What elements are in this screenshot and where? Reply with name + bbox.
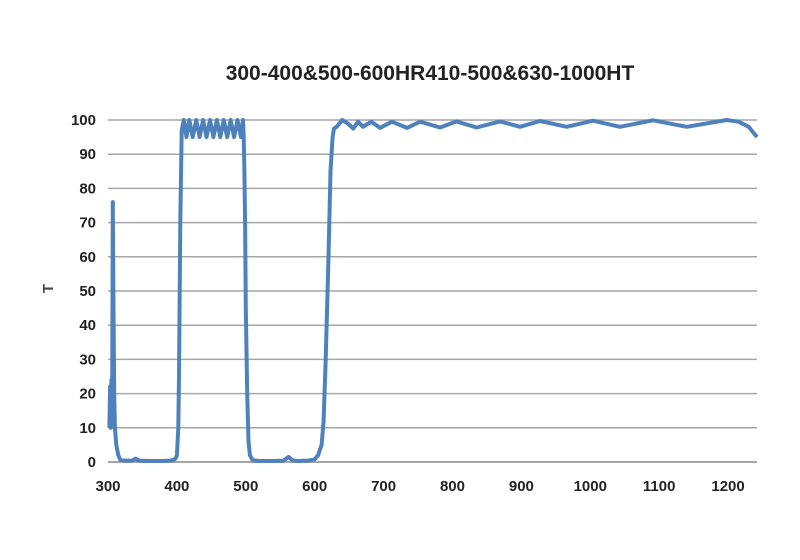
x-tick-label: 500 xyxy=(233,478,258,495)
x-tick-label: 1000 xyxy=(574,478,607,495)
y-tick-label: 60 xyxy=(79,249,96,266)
y-tick-label: 30 xyxy=(79,351,96,368)
x-tick-label: 900 xyxy=(509,478,534,495)
x-tick-label: 1200 xyxy=(711,478,744,495)
x-tick-label: 800 xyxy=(440,478,465,495)
y-tick-label: 20 xyxy=(79,386,96,403)
x-tick-label: 400 xyxy=(164,478,189,495)
y-tick-label: 90 xyxy=(79,146,96,163)
x-tick-label: 600 xyxy=(302,478,327,495)
y-tick-label: 80 xyxy=(79,180,96,197)
y-tick-label: 100 xyxy=(71,112,96,129)
x-tick-label: 1100 xyxy=(643,478,676,495)
series-line xyxy=(107,118,759,463)
chart-title: 300-400&500-600HR410-500&630-1000HT xyxy=(225,62,635,85)
y-tick-label: 70 xyxy=(79,215,96,232)
y-tick-label: 50 xyxy=(79,283,96,300)
x-tick-label: 300 xyxy=(95,478,120,495)
y-tick-label: 0 xyxy=(88,454,96,471)
x-tick-label: 700 xyxy=(371,478,396,495)
y-tick-label: 40 xyxy=(79,317,96,334)
y-tick-label: 10 xyxy=(79,420,96,437)
